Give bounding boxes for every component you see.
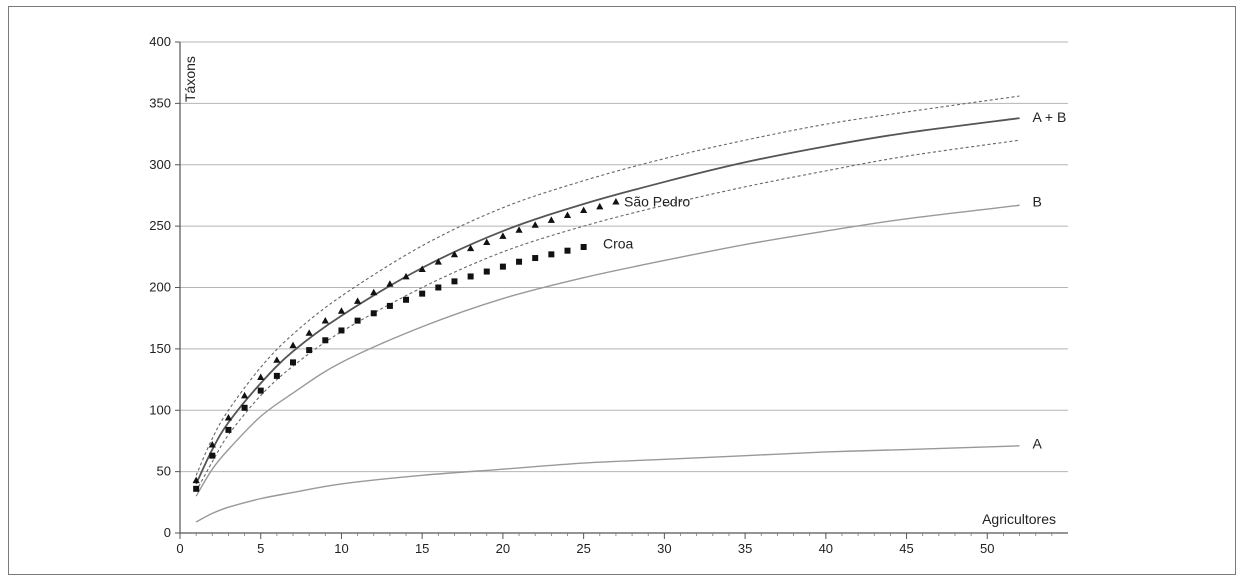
- sao-pedro-point: [354, 297, 362, 304]
- croa-point: [419, 290, 426, 297]
- sao-pedro-point: [337, 307, 346, 314]
- series-line-bound-4: [195, 139, 1020, 492]
- annotation-a: A: [1032, 435, 1042, 451]
- sao-pedro-point: [547, 216, 555, 223]
- series-line-a: [195, 445, 1020, 523]
- x-axis-label: Agricultores: [982, 511, 1056, 527]
- sao-pedro-point: [257, 373, 265, 380]
- croa-point: [483, 268, 490, 275]
- y-tick-label: 200: [149, 280, 171, 295]
- croa-point: [435, 284, 442, 291]
- y-tick-label: 350: [149, 95, 171, 110]
- annotation-b: B: [1032, 194, 1041, 210]
- sao-pedro-point: [483, 238, 491, 245]
- croa-point: [193, 485, 200, 492]
- y-axis-label: Táxons: [182, 56, 198, 102]
- sao-pedro-point: [208, 441, 216, 448]
- axes: 0 50 100 150 200 250 300 350 400 0 5 10 15 20 25 30 35 40…: [149, 34, 1068, 556]
- croa-point: [225, 426, 232, 433]
- annotation-croa: Croa: [603, 235, 634, 251]
- sao-pedro-point: [434, 258, 442, 265]
- y-tick-label: 250: [149, 218, 171, 233]
- x-tick-label: 30: [657, 541, 671, 556]
- y-tick-label: 50: [157, 464, 171, 479]
- x-tick-label: 25: [576, 541, 590, 556]
- sao-pedro-point: [305, 329, 313, 336]
- croa-point: [209, 452, 216, 459]
- croa-point: [403, 296, 410, 303]
- sao-pedro-point: [240, 391, 249, 399]
- y-tick-label: 300: [149, 157, 171, 172]
- y-tick-label: 150: [149, 341, 171, 356]
- sao-pedro-point: [224, 414, 233, 421]
- croa-point: [354, 317, 361, 324]
- croa-point: [580, 243, 587, 250]
- croa-point: [306, 347, 313, 354]
- sao-pedro-point: [418, 265, 426, 272]
- croa-point: [290, 359, 297, 366]
- sao-pedro-point: [499, 232, 507, 239]
- sao-pedro-point: [192, 476, 200, 484]
- sao-pedro-point: [531, 221, 539, 228]
- x-tick-label: 45: [899, 541, 913, 556]
- croa-point: [532, 255, 539, 262]
- croa-point: [241, 404, 248, 411]
- annotation-a-b: A + B: [1032, 109, 1066, 125]
- x-tick-label: 35: [738, 541, 752, 556]
- sao-pedro-point: [289, 341, 297, 349]
- sao-pedro-point: [321, 317, 329, 324]
- x-tick-label: 40: [819, 541, 833, 556]
- sao-pedro-point: [370, 288, 378, 296]
- sao-pedro-point: [450, 250, 459, 258]
- sao-pedro-point: [273, 356, 281, 363]
- annotation-s-o-pedro: São Pedro: [624, 194, 690, 210]
- sao-pedro-point: [402, 272, 410, 280]
- croa-point: [499, 263, 506, 270]
- x-tick-label: 20: [496, 541, 510, 556]
- croa-point: [451, 278, 458, 285]
- croa-point: [548, 251, 555, 258]
- figure-frame: [8, 6, 1236, 575]
- croa-point: [273, 372, 280, 379]
- sao-pedro-point: [515, 226, 523, 233]
- sao-pedro-point: [467, 244, 475, 252]
- sao-pedro-point: [386, 280, 394, 287]
- croa-point: [322, 337, 329, 344]
- x-tick-label: 0: [176, 541, 183, 556]
- series-line-a-b: [195, 117, 1020, 485]
- x-tick-label: 15: [415, 541, 429, 556]
- sao-pedro-point: [612, 197, 620, 205]
- croa-point: [467, 273, 474, 280]
- y-tick-label: 100: [149, 402, 171, 417]
- sao-pedro-point: [580, 206, 588, 214]
- croa-point: [386, 302, 393, 309]
- y-tick-label: 400: [149, 34, 171, 49]
- croa-point: [370, 310, 377, 317]
- croa-point: [564, 247, 571, 254]
- croa-point: [257, 387, 264, 394]
- series-line-bound-3: [195, 95, 1020, 476]
- x-tick-label: 10: [334, 541, 348, 556]
- series-line-b: [195, 204, 1020, 497]
- x-tick-label: 50: [980, 541, 994, 556]
- grid-lines: [180, 41, 1068, 473]
- x-tick-label: 5: [257, 541, 264, 556]
- y-tick-label: 0: [164, 525, 171, 540]
- series-group: [192, 95, 1020, 523]
- sao-pedro-point: [563, 211, 572, 218]
- croa-point: [516, 258, 523, 265]
- croa-point: [338, 327, 345, 334]
- sao-pedro-point: [596, 202, 604, 210]
- labels-group: Agricultores Táxons São Pedro Croa A + B B A: [182, 56, 1066, 527]
